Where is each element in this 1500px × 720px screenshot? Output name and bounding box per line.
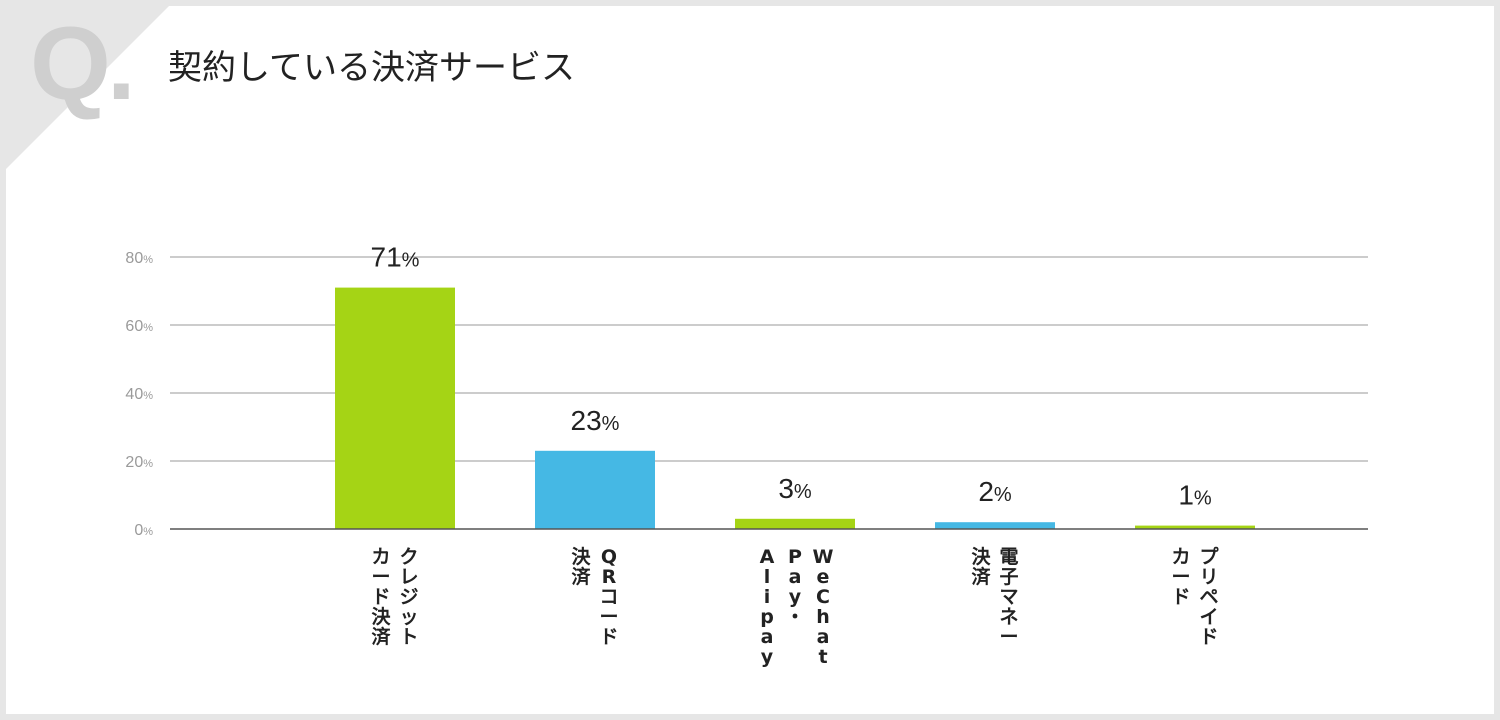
x-tick-char: h — [816, 606, 830, 628]
y-tick-label: 0% — [134, 522, 153, 539]
chart-card — [6, 6, 1494, 714]
y-tick-label: 20% — [125, 454, 153, 471]
x-tick-char: Q — [601, 546, 617, 568]
x-tick-char: ド — [1171, 586, 1190, 608]
x-tick-char: レ — [399, 566, 418, 588]
q-corner-triangle — [0, 0, 175, 175]
x-tick-char: ペ — [1199, 586, 1218, 608]
data-label: 71% — [371, 242, 420, 273]
x-tick-char: p — [760, 606, 774, 628]
x-tick-char: 子 — [999, 566, 1018, 588]
x-tick-char: ド — [599, 626, 618, 648]
x-tick-char: 決 — [371, 606, 391, 628]
x-tick-char: R — [602, 566, 617, 588]
x-tick-char: C — [816, 586, 830, 608]
x-tick-char: リ — [1199, 566, 1218, 588]
x-tick-char: ー — [599, 606, 618, 628]
x-tick-char: ー — [999, 626, 1018, 648]
x-tick-char: A — [760, 546, 775, 568]
x-tick-char: カ — [1171, 546, 1190, 568]
x-tick-char: ・ — [785, 606, 804, 628]
x-tick-char: W — [813, 546, 834, 568]
x-tick-char: コ — [599, 586, 618, 608]
x-tick-char: ジ — [399, 586, 418, 608]
data-label: 23% — [571, 405, 620, 436]
bar — [735, 518, 855, 529]
x-tick-char: t — [818, 646, 827, 668]
y-tick-label: 40% — [125, 386, 153, 403]
x-tick-char: ド — [371, 586, 390, 608]
data-label: 2% — [978, 476, 1012, 507]
q-mark: Q. — [30, 6, 136, 122]
bar — [935, 522, 1055, 529]
bar — [535, 450, 655, 529]
x-tick-char: マ — [999, 586, 1018, 608]
x-tick-char: カ — [371, 546, 390, 568]
x-tick-char: 済 — [371, 625, 391, 648]
x-tick-char: ッ — [399, 606, 418, 628]
y-tick-label: 80% — [125, 250, 153, 267]
x-tick-char: 決 — [571, 546, 591, 568]
data-label: 1% — [1178, 480, 1212, 511]
x-tick-char: y — [761, 646, 774, 668]
x-tick-char: ト — [399, 626, 418, 648]
x-tick-char: イ — [1199, 606, 1218, 628]
y-tick-label: 60% — [125, 318, 153, 335]
x-tick-char: ド — [1199, 626, 1218, 648]
bar — [1135, 525, 1255, 529]
data-label: 3% — [778, 473, 812, 504]
x-tick-char: a — [761, 626, 774, 648]
x-tick-char: プ — [1199, 545, 1219, 568]
x-tick-char: i — [764, 586, 771, 608]
page-title: 契約している決済サービス — [168, 48, 575, 88]
x-tick-char: 済 — [971, 565, 991, 588]
x-tick-char: ク — [399, 546, 418, 568]
bar — [335, 287, 455, 529]
x-tick-char: P — [788, 546, 802, 568]
x-tick-char: y — [789, 586, 802, 608]
x-tick-char: a — [789, 566, 802, 588]
x-tick-char: ー — [371, 566, 390, 588]
x-tick-char: l — [764, 566, 771, 588]
x-tick-char: 決 — [971, 546, 991, 568]
x-tick-char: e — [817, 566, 830, 588]
x-tick-char: 済 — [571, 565, 591, 588]
x-tick-char: ネ — [999, 606, 1018, 628]
x-tick-char: 電 — [999, 546, 1018, 568]
x-tick-char: ー — [1171, 566, 1190, 588]
x-tick-char: a — [817, 626, 830, 648]
